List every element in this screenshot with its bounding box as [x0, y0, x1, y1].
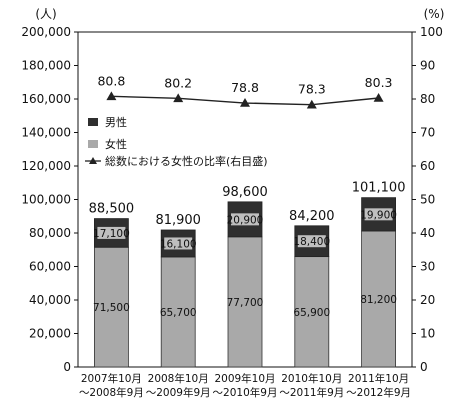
right-tick-label: 50 — [420, 193, 435, 207]
labels: 71,500 17,100 88,500 2007年10月〜2008年9月 65,700… — [79, 73, 411, 399]
legend-swatch-male — [88, 118, 98, 126]
left-tick-label: 60,000 — [29, 260, 71, 274]
right-tick-label: 20 — [420, 293, 435, 307]
male-label-backing — [364, 208, 393, 221]
left-tick-label: 80,000 — [29, 226, 71, 240]
right-tick-label: 80 — [420, 92, 435, 106]
ratio-value-label: 80.8 — [97, 73, 125, 88]
male-label-backing — [297, 235, 326, 248]
ratio-point — [173, 93, 184, 103]
category-label: 2010年10月 — [281, 372, 342, 385]
category-label-sub: 〜2008年9月 — [79, 386, 144, 399]
ratio-value-label: 80.3 — [365, 75, 393, 90]
legend-label-male: 男性 — [105, 115, 127, 129]
ratio-point — [106, 91, 117, 101]
ratio-point — [240, 98, 250, 107]
bar-total-label: 101,100 — [352, 181, 406, 196]
category-label: 2007年10月 — [81, 372, 142, 385]
legend-swatch-female — [88, 140, 98, 148]
bar-total-label: 81,900 — [155, 213, 201, 228]
male-label-backing — [164, 237, 193, 250]
right-tick-label: 60 — [420, 159, 435, 173]
left-tick-label: 0 — [63, 360, 71, 374]
right-tick-label: 70 — [420, 126, 435, 140]
male-value-label: 17,100 — [93, 228, 130, 240]
male-value-label: 19,900 — [360, 209, 397, 221]
bar-segment-female — [361, 230, 397, 368]
right-tick-label: 30 — [420, 260, 435, 274]
left-tick-label: 160,000 — [21, 92, 71, 106]
female-value-label: 77,700 — [227, 297, 264, 309]
right-unit-label: (%) — [424, 7, 445, 21]
bar-total-label: 84,200 — [289, 209, 335, 224]
ratio-value-label: 78.3 — [298, 82, 326, 97]
left-tick-label: 120,000 — [21, 159, 71, 173]
bar-total-label: 88,500 — [89, 202, 135, 217]
bar-segment-female — [94, 246, 129, 368]
female-value-label: 65,700 — [160, 307, 197, 319]
male-label-backing — [97, 226, 126, 239]
bar-total-label: 98,600 — [222, 185, 268, 200]
ratio-line — [106, 91, 384, 109]
category-label-sub: 〜2011年9月 — [279, 386, 344, 399]
legend-label-female: 女性 — [105, 137, 127, 151]
left-tick-label: 200,000 — [21, 25, 71, 39]
left-tick-label: 140,000 — [21, 126, 71, 140]
right-tick-label: 40 — [420, 226, 435, 240]
ratio-point — [373, 92, 384, 102]
right-tick-label: 90 — [420, 59, 435, 73]
legend-label-ratio: 総数における女性の比率(右目盛) — [105, 154, 268, 168]
category-label: 2009年10月 — [214, 372, 275, 385]
right-tick-label: 100 — [420, 25, 443, 39]
category-label-sub: 〜2009年9月 — [146, 386, 211, 399]
ratio-value-label: 80.2 — [164, 75, 192, 90]
male-value-label: 16,100 — [160, 238, 197, 250]
category-label: 2011年10月 — [348, 372, 409, 385]
left-tick-label: 40,000 — [29, 293, 71, 307]
axes: 200,000 180,000 160,000 140,000 120,000 100,0… — [21, 7, 444, 374]
legend-marker-sample — [89, 157, 97, 164]
left-tick-label: 100,000 — [21, 193, 71, 207]
male-value-label: 20,900 — [227, 214, 264, 226]
left-tick-label: 180,000 — [21, 59, 71, 73]
female-value-label: 81,200 — [360, 294, 397, 306]
ratio-value-label: 78.8 — [231, 80, 259, 95]
male-value-label: 18,400 — [293, 236, 330, 248]
male-label-backing — [231, 213, 259, 226]
ratio-point — [306, 99, 317, 109]
female-value-label: 71,500 — [93, 302, 130, 314]
right-tick-label: 10 — [420, 327, 435, 341]
female-value-label: 65,900 — [293, 307, 330, 319]
left-tick-label: 20,000 — [29, 327, 71, 341]
bar-segment-female — [294, 256, 330, 368]
category-label-sub: 〜2010年9月 — [213, 386, 278, 399]
left-unit-label: (人) — [35, 7, 56, 21]
category-label-sub: 〜2012年9月 — [346, 386, 411, 399]
bar-segment-female — [160, 256, 196, 368]
bars — [94, 197, 397, 368]
category-label: 2008年10月 — [148, 372, 209, 385]
bar-segment-female — [227, 236, 263, 368]
right-tick-label: 0 — [420, 360, 428, 374]
